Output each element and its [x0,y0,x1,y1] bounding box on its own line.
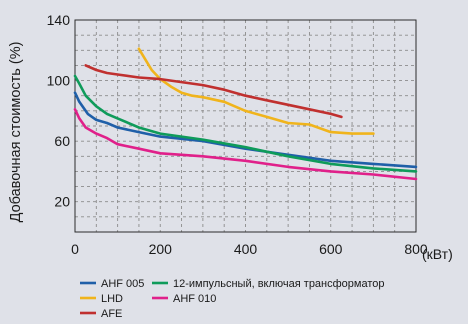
x-tick-label: 200 [149,241,173,257]
legend-label: 12-импульсный, включая трансформатор [173,278,385,290]
y-axis-title: Добавочная стоимость (%) [8,42,24,223]
legend-label: AHF 010 [173,293,216,305]
series-line-lhd [137,47,375,135]
x-axis-unit-label: (кВт) [422,246,453,262]
y-tick-label: 60 [54,133,70,149]
y-tick-label: 100 [47,73,71,89]
x-tick-label: 0 [71,241,79,257]
tick-labels: 0 200 400 600 800 20 60 100 140 [47,12,428,257]
y-tick-label: 140 [47,12,71,28]
x-tick-label: 600 [319,241,343,257]
series-line-afe [84,64,343,119]
series-line-ahf-005 [73,91,418,169]
x-tick-label: 400 [234,241,258,257]
plot-area [74,19,417,233]
series-line-12-импульсный-включая-трансформатор [73,74,418,173]
x-tick-label: 800 [404,241,428,257]
series-line-ahf-010 [73,108,418,181]
legend-label: AFE [101,308,122,320]
legend-label: LHD [101,293,123,305]
legend-label: AHF 005 [101,278,144,290]
grid-lines [75,20,416,232]
legend: AHF 005 LHD AFE 12-импульсный, включая тран… [80,278,385,320]
series-lines [73,47,418,181]
y-tick-label: 20 [54,194,70,210]
